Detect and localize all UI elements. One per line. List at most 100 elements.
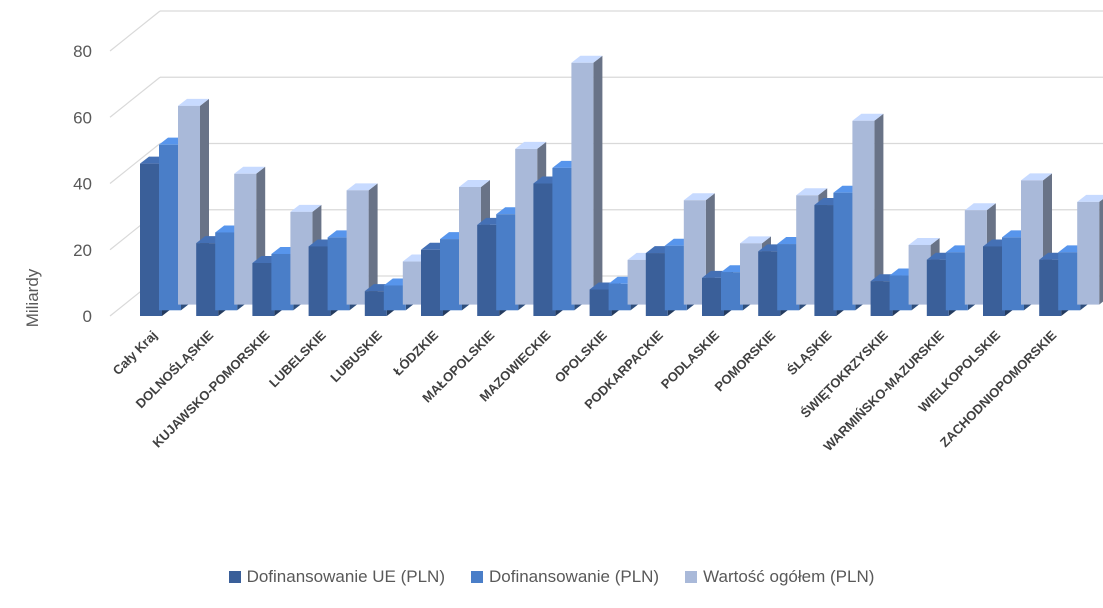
bar-top — [459, 180, 490, 188]
bar-front — [908, 244, 931, 305]
x-tick-label: KUJAWSKO-POMORSKIE — [150, 327, 273, 450]
bar-front — [945, 252, 968, 311]
x-axis-labels: Cały KrajDOLNOŚLĄSKIEKUJAWSKO-POMORSKIEL… — [110, 327, 1060, 454]
legend-label: Dofinansowanie UE (PLN) — [246, 567, 445, 586]
bar-front — [796, 195, 819, 305]
bar-front — [346, 190, 369, 305]
bar-front — [721, 272, 743, 311]
bar-side — [874, 113, 884, 305]
bar-top — [683, 193, 715, 201]
bar-front — [852, 120, 875, 305]
y-axis-ticks: 0 20 40 60 80 — [73, 42, 92, 326]
bar-front — [515, 148, 538, 305]
bar-front — [178, 105, 200, 305]
bar-front — [252, 263, 275, 316]
bar-top — [234, 166, 266, 174]
bar — [1077, 194, 1103, 305]
bar-front — [777, 244, 800, 311]
bar-front — [758, 251, 781, 316]
bar-group — [140, 98, 209, 316]
bar-front — [683, 200, 706, 305]
legend-swatch — [471, 571, 483, 583]
y-tick-label: 80 — [73, 42, 92, 61]
bar-front — [1002, 237, 1024, 311]
bar-front — [571, 62, 594, 305]
bar-front — [589, 289, 612, 316]
bar-front — [964, 210, 987, 305]
grid-line-diagonal — [109, 143, 161, 184]
legend-label: Wartość ogółem (PLN) — [703, 567, 875, 586]
bar-front — [496, 214, 519, 311]
x-tick-label: LUBELSKIE — [266, 327, 329, 390]
bar — [852, 113, 884, 305]
bar-group — [1039, 194, 1103, 316]
legend: Dofinansowanie UE (PLN) Dofinansowanie (… — [0, 567, 1103, 587]
legend-item-dofinansowanie-ue: Dofinansowanie UE (PLN) — [228, 567, 445, 587]
bar-top — [964, 203, 996, 211]
bar-group — [196, 166, 266, 316]
y-tick-label: 20 — [73, 241, 92, 260]
bar-front — [889, 275, 912, 311]
bar-front — [833, 192, 856, 311]
bar-top — [740, 236, 771, 244]
bar-front — [308, 246, 331, 316]
bar — [571, 55, 603, 305]
bar-front — [159, 144, 181, 311]
bar-top — [346, 183, 378, 191]
bar-front — [327, 237, 350, 311]
bar-front — [814, 205, 837, 316]
bar-front — [740, 243, 762, 305]
bar-group — [308, 183, 378, 316]
bar-front — [664, 245, 687, 311]
bar-front — [477, 224, 500, 316]
y-axis-title: Miliardy — [23, 268, 42, 327]
bar-front — [271, 253, 294, 311]
bar-front — [870, 281, 893, 316]
bar-front — [1058, 252, 1081, 311]
y-tick-label: 0 — [83, 307, 92, 326]
legend-swatch — [228, 571, 241, 583]
bar-top — [571, 55, 603, 63]
bar — [346, 183, 378, 305]
x-tick-label: POMORSKIE — [712, 327, 779, 394]
bar-top — [1077, 194, 1103, 202]
bar-front — [215, 232, 238, 311]
bar-side — [368, 183, 378, 305]
bar-group — [533, 55, 603, 316]
grid-line-diagonal — [109, 10, 161, 52]
bar-front — [459, 187, 481, 305]
bar-front — [533, 183, 556, 316]
x-tick-label: OPOLSKIE — [552, 327, 610, 385]
x-tick-label: Cały Kraj — [110, 328, 160, 378]
bar-top — [515, 141, 547, 149]
bar-top — [1021, 173, 1052, 181]
bar-top — [178, 98, 209, 106]
x-tick-label: ZACHODNIOPOMORSKIE — [937, 327, 1060, 450]
bar-front — [140, 163, 162, 316]
bar-front — [702, 277, 724, 316]
bar-front — [1021, 180, 1043, 305]
x-tick-label: ŁÓDZKIE — [390, 327, 441, 378]
bar-front — [1039, 259, 1062, 316]
bar-group — [364, 254, 434, 316]
bar-top — [290, 204, 322, 212]
bar-front — [383, 285, 406, 311]
y-tick-label: 60 — [73, 108, 92, 127]
bar-group — [814, 113, 884, 316]
bars — [140, 55, 1103, 316]
x-tick-label: ŚLĄSKIE — [784, 327, 835, 378]
bar-front — [440, 239, 462, 311]
bar-top — [908, 237, 940, 245]
bar-side — [1099, 198, 1103, 305]
bar-front — [983, 246, 1005, 316]
grid-line-diagonal — [109, 76, 161, 118]
y-tick-label: 40 — [73, 175, 92, 194]
bar-front — [290, 211, 313, 305]
bar-group — [926, 203, 996, 316]
bar-front — [1077, 201, 1100, 305]
bar-front — [645, 253, 668, 316]
bar-top — [852, 113, 884, 121]
bar-side — [593, 55, 603, 305]
bar-group — [252, 204, 322, 316]
